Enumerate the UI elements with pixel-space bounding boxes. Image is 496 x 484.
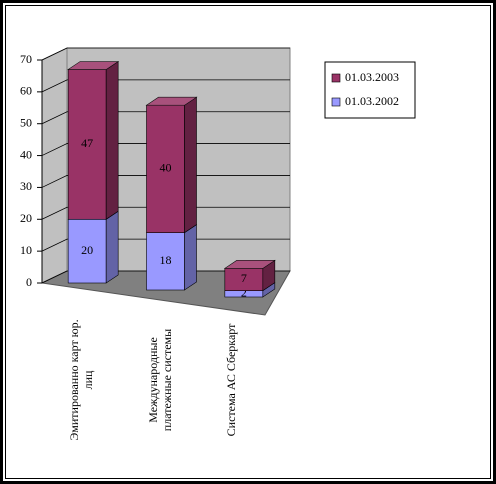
- bar-side-shade: [106, 211, 119, 283]
- bar: [146, 232, 185, 291]
- bar-top: [145, 96, 198, 106]
- legend-box: [324, 61, 416, 119]
- legend-swatch: [331, 73, 341, 83]
- y-tick-label: 50: [20, 115, 32, 129]
- y-tick-label: 30: [20, 179, 32, 193]
- value-label: 20: [81, 243, 93, 257]
- legend-label: 01.03.2002: [345, 94, 399, 108]
- bar-side-shade: [262, 282, 275, 297]
- bar: [67, 69, 107, 220]
- x-tick-label: Международные платежные системы: [145, 328, 174, 432]
- x-tick-label: Эмитированно карт юр. лиц: [67, 319, 96, 441]
- x-tick-label: Система АС Сберкарт: [223, 323, 238, 437]
- grid-line: [41, 238, 290, 252]
- bar-side-shade: [106, 61, 119, 220]
- y-tick-label: 70: [20, 52, 32, 66]
- bar-top-shade: [224, 260, 275, 269]
- grid-line: [41, 175, 290, 188]
- bar-top-shade: [146, 97, 197, 106]
- value-label: 47: [81, 136, 93, 150]
- value-label: 40: [160, 161, 172, 175]
- grid-line: [41, 143, 290, 156]
- grid-line: [41, 270, 290, 284]
- bar-top-shade: [68, 61, 119, 70]
- y-tick-label: 60: [20, 84, 32, 98]
- inner-frame: [5, 5, 491, 479]
- value-label: 18: [160, 253, 172, 267]
- bar-side-shade: [262, 260, 275, 291]
- grid-line: [41, 79, 290, 93]
- bar-side-shade: [184, 224, 197, 290]
- y-tick-label: 40: [20, 147, 32, 161]
- bar: [146, 104, 185, 233]
- value-label: 7: [241, 271, 247, 285]
- y-tick-label: 10: [20, 243, 32, 257]
- y-tick-label: 0: [26, 275, 32, 289]
- side-wall: [41, 47, 68, 284]
- grid-line: [41, 47, 290, 61]
- bar-top: [67, 61, 120, 70]
- y-tick-label: 20: [20, 211, 32, 225]
- bar-top: [223, 260, 276, 269]
- grid-line: [41, 206, 290, 220]
- legend-label: 01.03.2003: [345, 70, 399, 84]
- value-label: 2: [241, 286, 247, 300]
- bar-side-shade: [184, 97, 197, 233]
- legend-swatch: [331, 97, 341, 107]
- grid-line: [41, 111, 290, 125]
